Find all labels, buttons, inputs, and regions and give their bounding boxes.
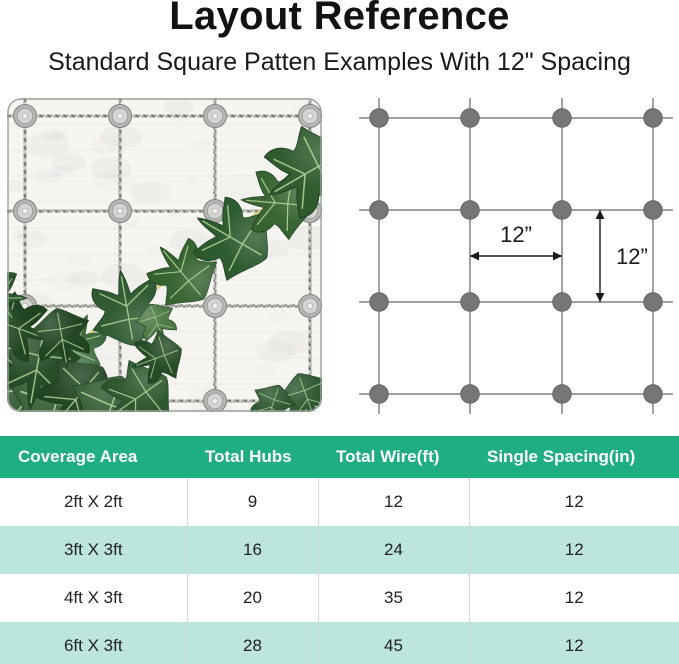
svg-text:12”: 12” (616, 244, 648, 269)
svg-text:12”: 12” (500, 222, 532, 247)
